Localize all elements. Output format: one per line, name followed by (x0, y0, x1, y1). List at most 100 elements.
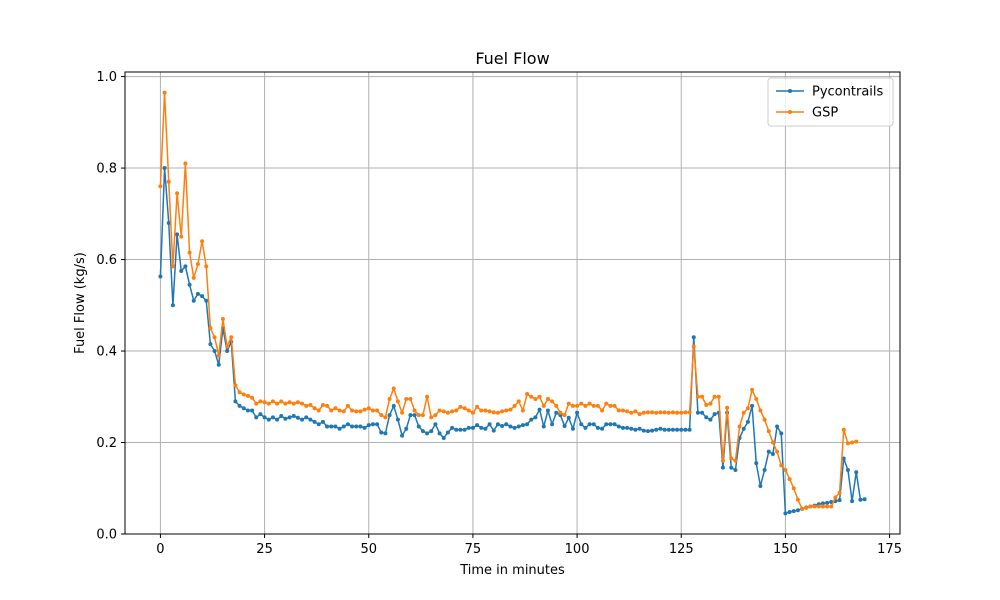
data-point (608, 422, 613, 427)
data-point (241, 406, 246, 411)
data-point (258, 412, 263, 417)
data-point (158, 184, 163, 189)
data-point (279, 413, 284, 418)
data-point (525, 422, 530, 427)
data-point (708, 401, 713, 406)
data-point (633, 427, 638, 432)
data-point (608, 403, 613, 408)
data-point (562, 424, 567, 429)
data-point (354, 409, 359, 414)
data-point (225, 349, 230, 354)
data-point (379, 413, 384, 418)
data-point (529, 417, 534, 422)
data-point (675, 427, 680, 432)
data-point (333, 424, 338, 429)
data-point (245, 393, 250, 398)
data-point (604, 422, 609, 427)
data-point (754, 461, 759, 466)
data-point (783, 511, 788, 516)
data-point (375, 408, 380, 413)
data-point (654, 427, 659, 432)
data-point (637, 426, 642, 431)
data-point (225, 344, 230, 349)
data-point (470, 425, 475, 430)
data-point (391, 403, 396, 408)
data-point (241, 392, 246, 397)
data-point (395, 399, 400, 404)
data-point (375, 422, 380, 427)
data-point (450, 409, 455, 414)
data-point (358, 424, 363, 429)
data-point (200, 294, 205, 299)
data-point (691, 344, 696, 349)
series-layer (158, 90, 867, 516)
data-point (583, 403, 588, 408)
data-point (166, 220, 171, 225)
data-point (308, 417, 313, 422)
data-point (729, 465, 734, 470)
data-point (462, 427, 467, 432)
data-point (791, 486, 796, 491)
data-point (412, 413, 417, 418)
data-point (191, 275, 196, 280)
data-point (341, 409, 346, 414)
data-point (741, 426, 746, 431)
y-tick-label: 1.0 (96, 70, 117, 85)
data-point (370, 408, 375, 413)
data-point (425, 394, 430, 399)
data-point (679, 410, 684, 415)
legend-marker (788, 110, 792, 114)
data-point (437, 408, 442, 413)
data-point (158, 274, 163, 279)
data-point (262, 400, 267, 405)
data-point (562, 413, 567, 418)
data-point (550, 422, 555, 427)
data-point (845, 467, 850, 472)
data-point (275, 417, 280, 422)
data-point (358, 409, 363, 414)
legend-label: Pycontrails (812, 85, 884, 100)
data-point (666, 410, 671, 415)
x-tick-label: 150 (773, 542, 798, 557)
data-point (275, 401, 280, 406)
data-point (254, 401, 259, 406)
data-point (566, 415, 571, 420)
data-point (420, 429, 425, 434)
data-point (766, 429, 771, 434)
data-point (850, 440, 855, 445)
y-tick-label: 0.2 (96, 436, 117, 451)
data-point (466, 425, 471, 430)
data-point (629, 426, 634, 431)
data-point (579, 401, 584, 406)
data-point (508, 424, 513, 429)
data-point (400, 433, 405, 438)
data-point (770, 440, 775, 445)
data-point (220, 317, 225, 322)
data-point (612, 403, 617, 408)
data-point (600, 426, 605, 431)
data-point (441, 435, 446, 440)
data-point (412, 408, 417, 413)
data-point (325, 424, 330, 429)
data-point (625, 425, 630, 430)
data-point (566, 401, 571, 406)
x-axis-label: Time in minutes (459, 563, 565, 578)
data-point (387, 397, 392, 402)
y-tick-label: 0.4 (96, 345, 117, 360)
data-point (816, 504, 821, 509)
data-point (404, 426, 409, 431)
data-point (304, 403, 309, 408)
data-point (625, 409, 630, 414)
data-point (487, 409, 492, 414)
data-point (408, 413, 413, 418)
data-point (312, 406, 317, 411)
data-point (208, 326, 213, 331)
data-point (729, 456, 734, 461)
data-point (587, 401, 592, 406)
data-point (420, 413, 425, 418)
data-point (520, 423, 525, 428)
data-point (170, 303, 175, 308)
data-point (383, 431, 388, 436)
data-point (687, 410, 692, 415)
data-point (345, 422, 350, 427)
